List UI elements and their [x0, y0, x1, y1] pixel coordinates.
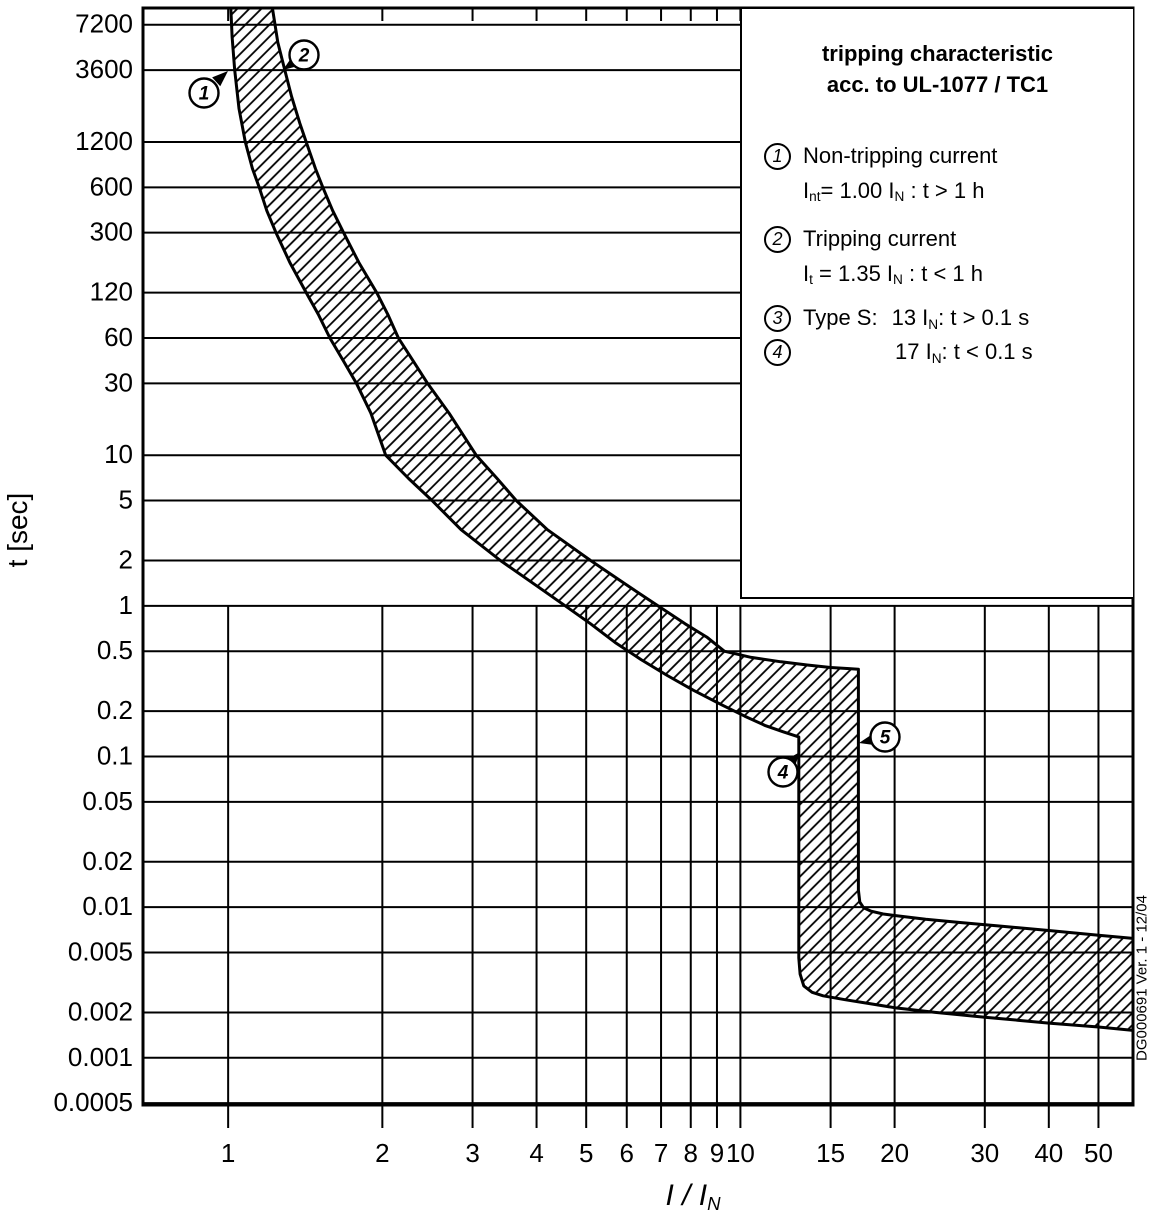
legend-marker-4: 4: [764, 338, 791, 366]
x-axis-title: I / IN: [665, 1179, 721, 1215]
annotation-marker-4: 4: [767, 752, 800, 788]
y-tick-label: 7200: [75, 9, 133, 39]
y-tick-label: 3600: [75, 54, 133, 84]
legend-item-3: 3 Type S: 13 IN: t > 0.1 s: [764, 304, 1133, 332]
annotation-marker-1: 1: [188, 71, 228, 109]
legend-item-1: 1 Non-tripping current: [764, 142, 1133, 170]
annotation-number: 2: [298, 46, 310, 67]
y-tick-label: 0.05: [82, 786, 133, 816]
legend-marker-3: 3: [764, 304, 791, 332]
x-tick-label: 2: [375, 1138, 389, 1168]
x-tick-label: 20: [880, 1138, 909, 1168]
lower-boundary-curve: [229, 8, 1133, 1032]
legend-box: tripping characteristic acc. to UL-1077 …: [740, 9, 1133, 599]
x-tick-label: 4: [529, 1138, 543, 1168]
legend-title: tripping characteristic acc. to UL-1077 …: [742, 39, 1133, 101]
y-axis-title: t [sec]: [2, 492, 33, 568]
legend-marker-1: 1: [764, 142, 791, 170]
annotation-number: 4: [777, 763, 789, 784]
y-tick-label: 1200: [75, 126, 133, 156]
x-tick-label: 8: [684, 1138, 698, 1168]
legend-title-line2: acc. to UL-1077 / TC1: [826, 71, 1049, 97]
y-tick-label: 0.001: [68, 1042, 133, 1072]
annotation-circle: [767, 756, 799, 788]
y-tick-label: 30: [104, 367, 133, 397]
y-tick-label: 0.02: [82, 846, 133, 876]
y-tick-label: 2: [119, 544, 133, 574]
x-tick-label: 9: [710, 1138, 724, 1168]
y-tick-label: 0.0005: [53, 1087, 133, 1117]
legend-item-4: 4 17 IN: t < 0.1 s: [764, 338, 1133, 366]
y-tick-label: 120: [90, 277, 133, 307]
y-tick-label: 1: [119, 590, 133, 620]
legend-title-line1: tripping characteristic: [821, 41, 1054, 66]
legend-item-4-formula: 17 IN: t < 0.1 s: [895, 339, 1033, 366]
x-tick-label: 30: [970, 1138, 999, 1168]
x-tick-label: 50: [1084, 1138, 1113, 1168]
annotation-marker-2: 2: [283, 39, 320, 71]
y-tick-label: 10: [104, 439, 133, 469]
y-tick-label: 60: [104, 322, 133, 352]
legend-item-2-formula: It = 1.35 IN : t < 1 h: [803, 260, 983, 288]
annotation-marker-5: 5: [859, 721, 901, 753]
y-tick-label: 300: [90, 217, 133, 247]
x-tick-label: 6: [620, 1138, 634, 1168]
document-number: DG000691 Ver. 1 - 12/04: [1133, 895, 1150, 1061]
y-tick-label: 0.1: [97, 740, 133, 770]
legend-item-3-formula: 13 IN: t > 0.1 s: [891, 305, 1030, 332]
plot-border: [141, 6, 1135, 1107]
y-tick-label: 600: [90, 171, 133, 201]
y-tick-label: 0.01: [82, 891, 133, 921]
legend-item-2: 2 Tripping current: [764, 225, 1133, 253]
y-tick-label: 5: [119, 485, 133, 515]
legend-item-3-label: Type S:: [803, 305, 878, 331]
y-tick-label: 0.2: [97, 695, 133, 725]
x-tick-label: 40: [1034, 1138, 1063, 1168]
x-tick-label: 7: [654, 1138, 668, 1168]
legend-marker-2: 2: [764, 225, 791, 253]
legend-item-1-formula: Int= 1.00 IN : t > 1 h: [803, 177, 985, 205]
y-tick-label: 0.5: [97, 635, 133, 665]
x-tick-label: 5: [579, 1138, 593, 1168]
x-tick-label: 10: [726, 1138, 755, 1168]
y-tick-label: 0.002: [68, 996, 133, 1026]
x-tick-label: 1: [221, 1138, 235, 1168]
x-tick-label: 15: [816, 1138, 845, 1168]
y-tick-label: 0.005: [68, 936, 133, 966]
upper-boundary-curve: [270, 8, 1133, 940]
legend-item-2-label: Tripping current: [803, 226, 957, 252]
annotation-circle: [288, 39, 320, 71]
annotation-circle: [869, 721, 901, 753]
annotation-number: 1: [199, 84, 210, 105]
annotation-arrow: [212, 71, 228, 87]
tolerance-band: [229, 8, 1133, 1032]
legend-item-1-label: Non-tripping current: [803, 143, 998, 169]
x-tick-label: 3: [465, 1138, 479, 1168]
annotation-number: 5: [880, 728, 891, 749]
annotation-circle: [188, 77, 220, 109]
